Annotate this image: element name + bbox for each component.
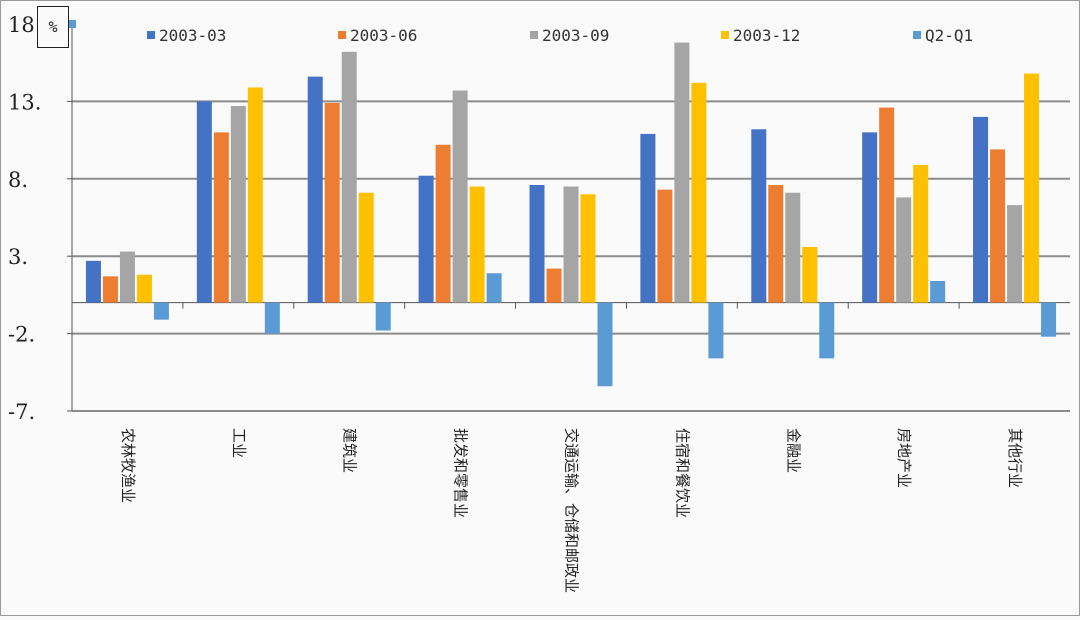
bar-4-5 <box>708 302 724 359</box>
bar-3-7 <box>913 164 929 303</box>
bar-4-8 <box>1041 302 1057 337</box>
x-tick-label-5: 住宿和餐饮业 <box>673 428 691 518</box>
bar-4-7 <box>930 280 946 303</box>
bar-1-6 <box>768 184 784 303</box>
unit-label: % <box>37 6 69 48</box>
x-tick-label-6: 金融业 <box>784 428 802 473</box>
y-tick-label-4: -2. <box>8 323 35 347</box>
bar-3-3 <box>469 186 485 303</box>
x-tick-label-1: 工业 <box>230 428 248 458</box>
bar-4-4 <box>597 302 613 387</box>
y-tick-label-5: -7. <box>8 400 35 424</box>
y-tick-label-2: 8. <box>8 168 28 192</box>
legend-item-0: 2003-03 <box>147 24 226 46</box>
bar-1-8 <box>990 149 1006 303</box>
bar-0-5 <box>640 133 656 303</box>
bar-1-1 <box>213 132 229 303</box>
bar-0-1 <box>196 101 212 303</box>
bar-0-4 <box>529 184 545 303</box>
x-tick-label-7: 房地产业 <box>895 428 913 488</box>
bar-0-6 <box>751 129 767 303</box>
y-tick-label-3: 3. <box>8 245 28 269</box>
bar-0-2 <box>307 76 323 303</box>
bar-2-3 <box>452 90 468 303</box>
bar-2-6 <box>785 192 801 303</box>
bar-4-2 <box>375 302 391 331</box>
bar-0-3 <box>418 175 434 303</box>
legend-item-2: 2003-09 <box>530 24 609 46</box>
x-tick-label-0: 农林牧渔业 <box>119 428 137 503</box>
legend-swatch-3 <box>721 31 729 39</box>
bar-2-5 <box>674 42 690 303</box>
bar-0-8 <box>973 116 989 303</box>
legend-swatch-1 <box>338 31 346 39</box>
bar-2-8 <box>1007 205 1023 303</box>
bar-4-0 <box>153 302 169 320</box>
x-tick-label-8: 其他行业 <box>1006 428 1024 488</box>
x-tick-label-3: 批发和零售业 <box>452 428 470 518</box>
legend-label-2: 2003-09 <box>542 25 610 45</box>
bar-1-0 <box>102 276 118 303</box>
bar-1-3 <box>435 144 451 303</box>
legend-swatch-4 <box>913 31 921 39</box>
bar-2-4 <box>563 186 579 303</box>
bar-0-0 <box>85 260 101 303</box>
bar-3-4 <box>580 194 596 303</box>
bar-2-1 <box>230 106 246 303</box>
axis-top-marker <box>68 20 76 28</box>
bar-3-2 <box>358 192 374 303</box>
y-tick-label-1: 13. <box>8 90 41 114</box>
bar-3-0 <box>136 274 152 303</box>
bar-4-3 <box>486 273 502 303</box>
legend-swatch-0 <box>147 31 155 39</box>
bar-1-4 <box>546 268 562 303</box>
legend-label-3: 2003-12 <box>733 25 801 45</box>
bar-4-6 <box>819 302 835 359</box>
bar-3-5 <box>691 82 707 303</box>
y-tick-label-0: 18 <box>8 13 35 37</box>
legend: 2003-03 2003-06 2003-09 2003-12 Q2-Q1 <box>0 24 1080 46</box>
legend-swatch-2 <box>530 31 538 39</box>
legend-item-1: 2003-06 <box>338 24 417 46</box>
bar-1-5 <box>657 189 673 303</box>
legend-label-0: 2003-03 <box>159 25 227 45</box>
bar-3-6 <box>802 246 818 303</box>
bar-1-7 <box>879 107 895 303</box>
bar-3-1 <box>247 87 263 303</box>
x-tick-label-2: 建筑业 <box>341 428 359 473</box>
bar-0-7 <box>862 132 878 303</box>
legend-item-4: Q2-Q1 <box>913 24 973 46</box>
bar-1-2 <box>324 102 340 303</box>
bar-3-8 <box>1024 73 1040 303</box>
bar-2-7 <box>896 197 912 303</box>
x-tick-label-4: 交通运输、仓储和邮政业 <box>563 428 581 593</box>
bar-4-1 <box>264 302 280 334</box>
bar-2-2 <box>341 51 357 303</box>
legend-item-3: 2003-12 <box>721 24 800 46</box>
legend-label-4: Q2-Q1 <box>925 25 974 45</box>
bar-2-0 <box>119 251 135 303</box>
legend-label-1: 2003-06 <box>350 25 418 45</box>
